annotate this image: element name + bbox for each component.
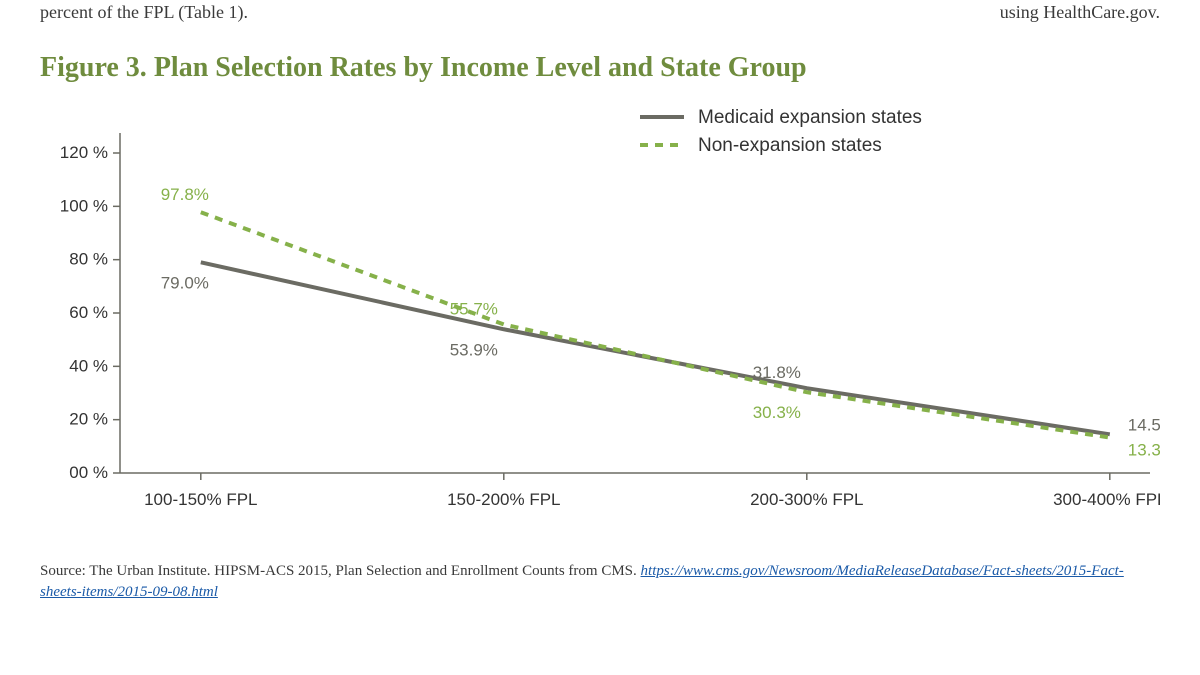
x-tick-label: 300-400% FPL [1053, 490, 1160, 509]
cropped-right: using HealthCare.gov. [1000, 2, 1160, 23]
data-label-non-expansion: 13.3% [1128, 440, 1160, 459]
cropped-body-text: percent of the FPL (Table 1). using Heal… [40, 0, 1160, 23]
data-label-medicaid-expansion: 31.8% [753, 363, 801, 382]
x-tick-label: 150-200% FPL [447, 490, 560, 509]
y-tick-label: 120 % [60, 143, 108, 162]
data-label-non-expansion: 97.8% [161, 185, 209, 204]
data-label-non-expansion: 55.7% [450, 299, 498, 318]
data-label-medicaid-expansion: 53.9% [450, 340, 498, 359]
figure-title-text: Plan Selection Rates by Income Level and… [154, 52, 807, 83]
source-note: Source: The Urban Institute. HIPSM-ACS 2… [40, 561, 1160, 603]
y-tick-label: 60 % [69, 303, 108, 322]
figure-title-prefix: Figure 3. [40, 52, 154, 83]
series-non-expansion [201, 212, 1110, 437]
y-tick-label: 00 % [69, 463, 108, 482]
legend-label-medicaid-expansion: Medicaid expansion states [698, 107, 922, 128]
y-tick-label: 100 % [60, 196, 108, 215]
figure-title: Figure 3. Plan Selection Rates by Income… [40, 51, 1160, 85]
data-label-medicaid-expansion: 14.5% [1128, 415, 1160, 434]
y-tick-label: 20 % [69, 409, 108, 428]
x-tick-label: 200-300% FPL [750, 490, 863, 509]
page: percent of the FPL (Table 1). using Heal… [0, 0, 1200, 675]
legend-label-non-expansion: Non-expansion states [698, 135, 882, 156]
chart-svg: 00 % 20 % 40 % 60 % 80 % 100 % 120 % 100-150% F… [40, 103, 1160, 533]
x-tick-label: 100-150% FPL [144, 490, 257, 509]
line-chart: 00 % 20 % 40 % 60 % 80 % 100 % 120 % 100-150% F… [40, 103, 1160, 533]
source-prefix: Source: The Urban Institute. HIPSM-ACS 2… [40, 563, 641, 579]
y-tick-label: 80 % [69, 249, 108, 268]
cropped-left: percent of the FPL (Table 1). [40, 2, 248, 23]
data-label-non-expansion: 30.3% [753, 403, 801, 422]
y-tick-label: 40 % [69, 356, 108, 375]
series-medicaid-expansion [201, 262, 1110, 434]
data-label-medicaid-expansion: 79.0% [161, 273, 209, 292]
